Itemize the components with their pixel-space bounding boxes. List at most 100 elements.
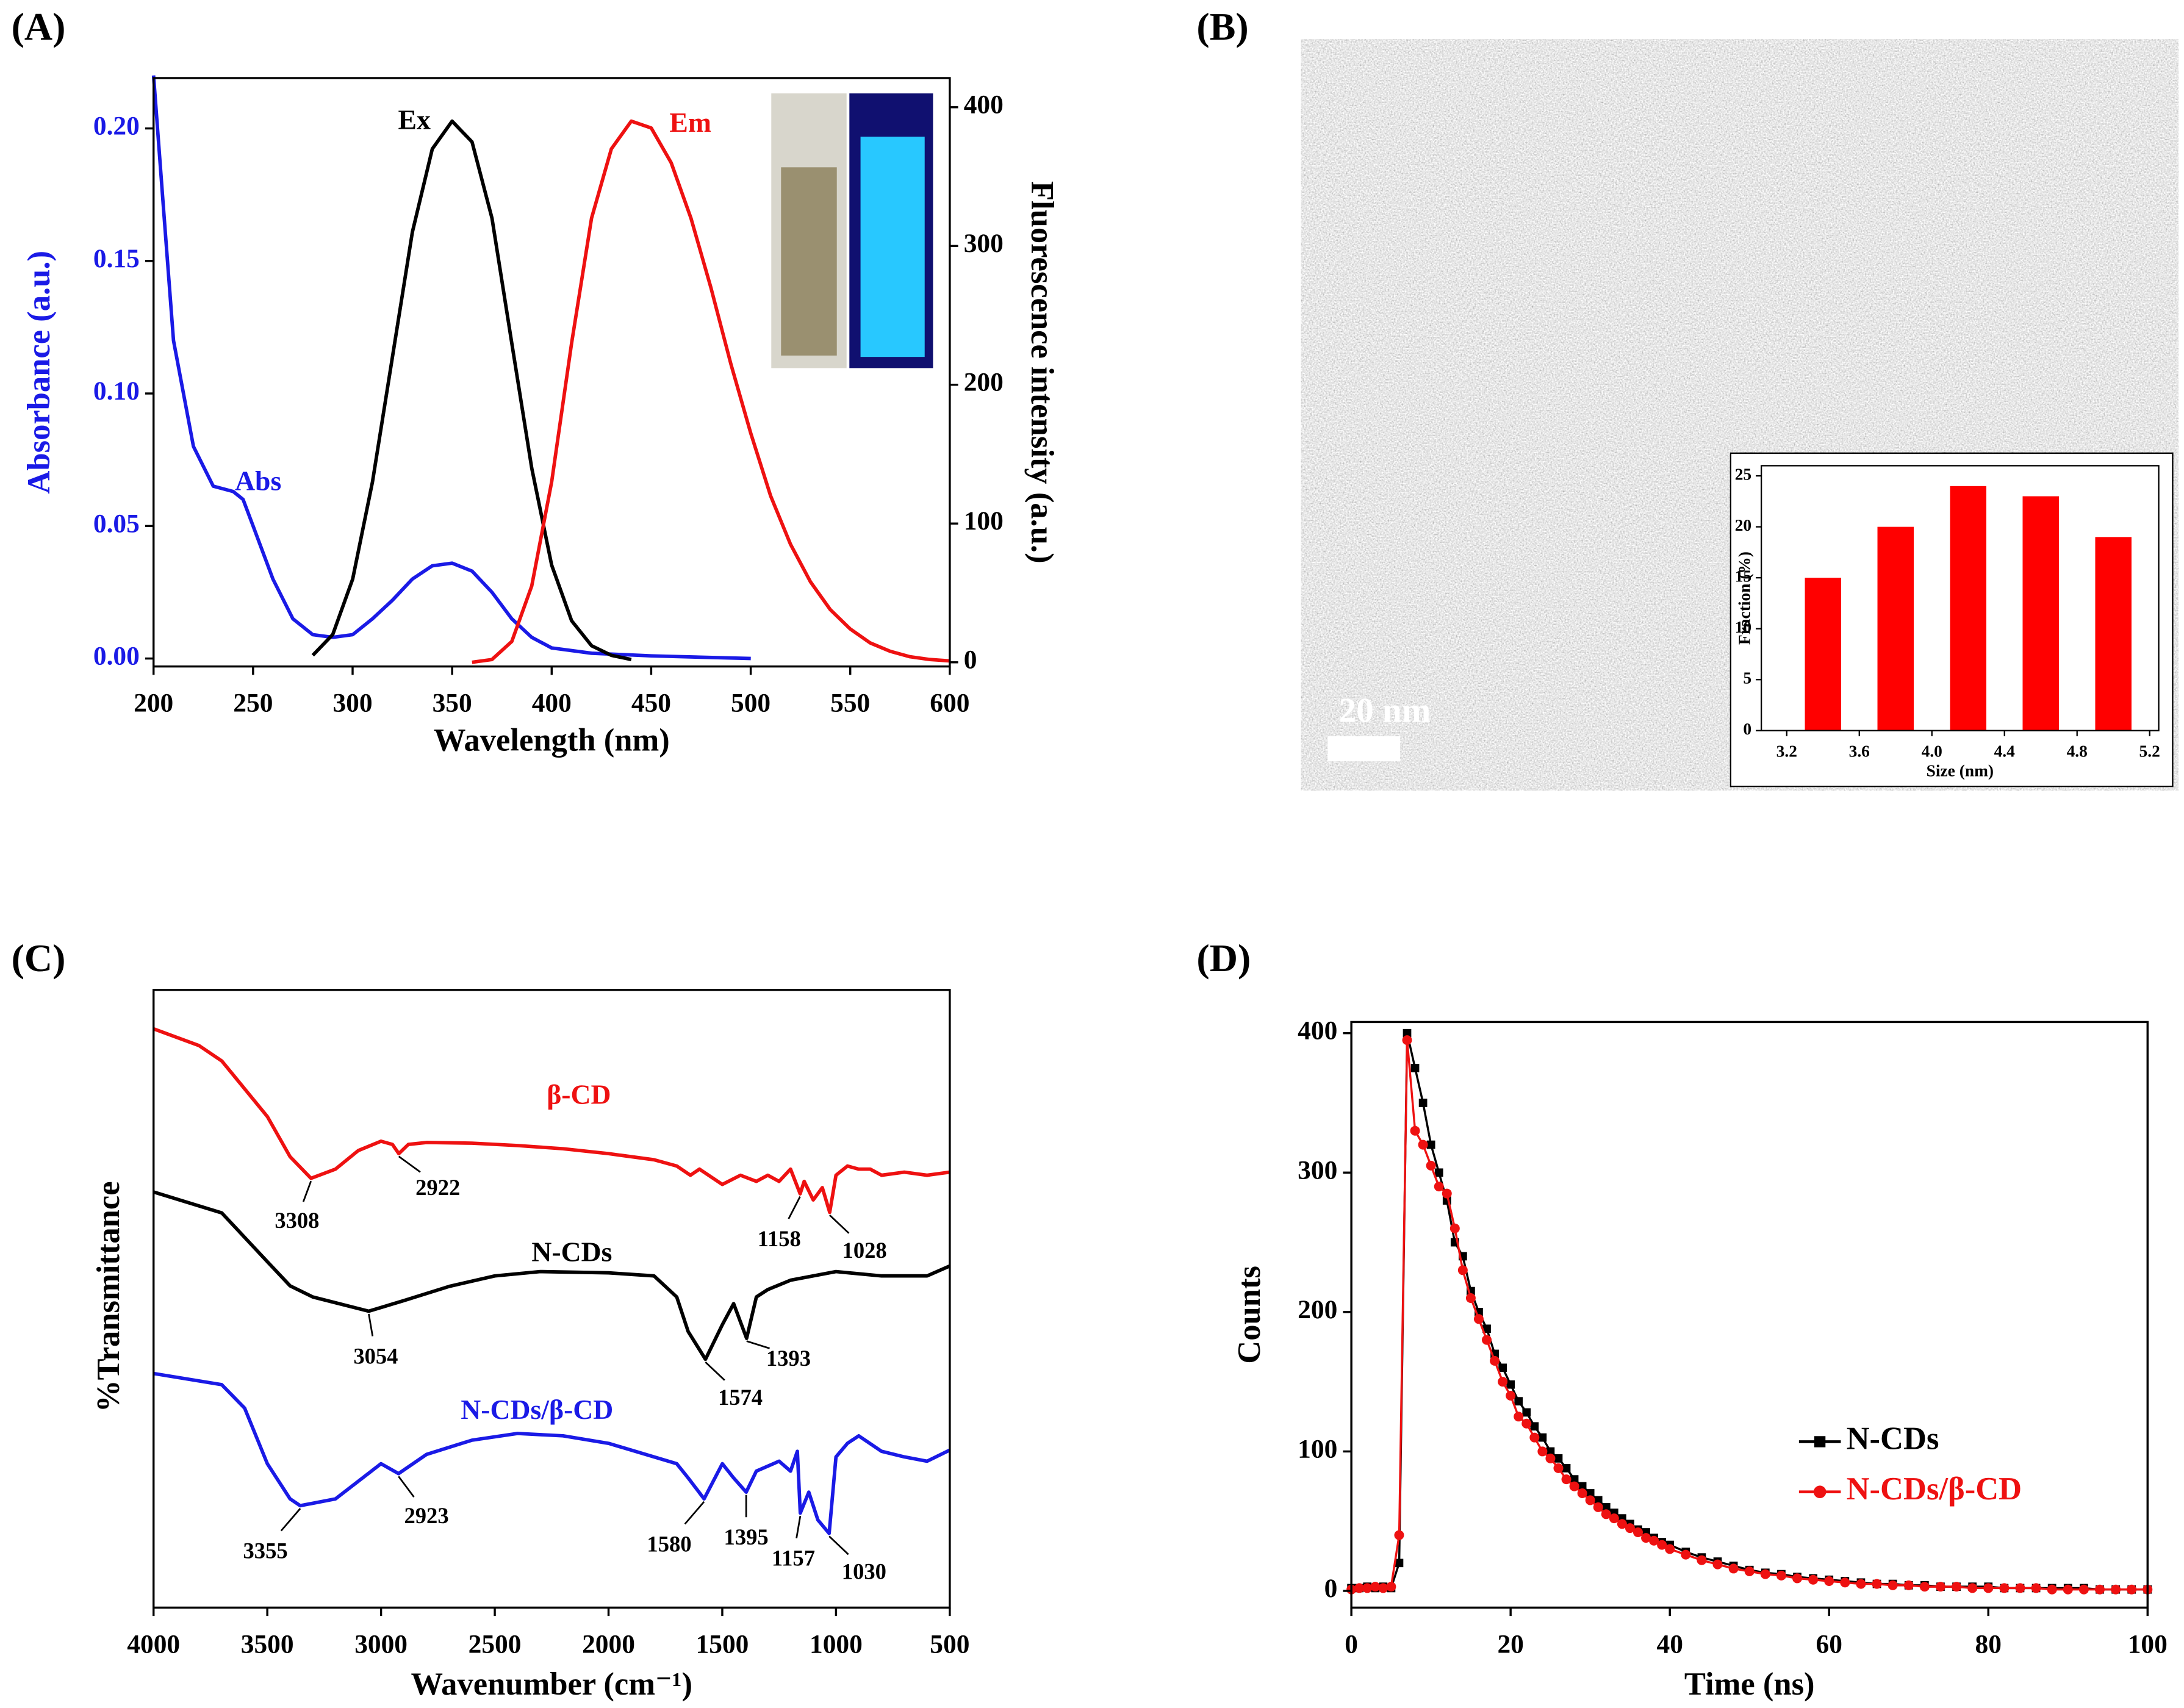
data-point xyxy=(1617,1519,1627,1529)
x-axis-label: Size (nm) xyxy=(1927,762,1994,780)
y-tick-label: 300 xyxy=(1298,1155,1337,1185)
data-point xyxy=(1665,1544,1675,1554)
data-point xyxy=(1418,1099,1428,1107)
data-point xyxy=(1553,1463,1564,1473)
data-point xyxy=(1386,1582,1396,1592)
data-point xyxy=(2015,1583,2025,1593)
data-point xyxy=(1808,1574,1819,1585)
data-point xyxy=(1514,1412,1524,1422)
series-label: Abs xyxy=(235,465,281,497)
plot-frame xyxy=(1761,465,2160,731)
x-axis-label: Time (ns) xyxy=(1684,1667,1815,1702)
y-tick-label: 0 xyxy=(1743,720,1751,738)
peak-leader xyxy=(684,1501,705,1525)
data-point xyxy=(1465,1293,1476,1303)
spectrum xyxy=(153,1371,951,1535)
y-tick-label: 5 xyxy=(1743,669,1751,687)
data-point xyxy=(1697,1555,1707,1565)
x-tick-label: 500 xyxy=(930,1629,969,1659)
data-point xyxy=(1585,1495,1595,1505)
series-label: Ex xyxy=(398,104,430,135)
x-tick-label: 2000 xyxy=(582,1629,635,1659)
data-point xyxy=(1824,1576,1834,1586)
x-tick-label: 550 xyxy=(830,689,870,718)
line-series xyxy=(151,75,751,661)
x-tick-label: 250 xyxy=(233,689,273,718)
x-tick-label: 4.8 xyxy=(2067,742,2088,761)
data-point xyxy=(2031,1583,2041,1593)
data-point xyxy=(1354,1583,1365,1593)
data-point xyxy=(1681,1549,1691,1560)
data-point xyxy=(1554,1454,1563,1463)
spectrum xyxy=(153,1027,950,1215)
data-point xyxy=(1442,1188,1452,1199)
y-tick-label: 100 xyxy=(964,506,1004,536)
data-point xyxy=(1498,1363,1507,1372)
y-tick-label: 400 xyxy=(1298,1016,1337,1046)
data-point xyxy=(1657,1540,1667,1550)
y-axis-label: Absorbance (a.u.) xyxy=(21,251,57,494)
data-point xyxy=(1545,1453,1556,1463)
y-tick-label: 10 xyxy=(1735,618,1751,636)
data-point xyxy=(1712,1559,1723,1570)
y-tick-label: 0.05 xyxy=(93,509,140,538)
plot-frame xyxy=(153,989,951,1609)
x-tick-label: 80 xyxy=(1975,1629,2002,1659)
panel-title: (D) xyxy=(1196,936,1251,980)
line-series xyxy=(311,119,632,661)
y-tick-label: 0 xyxy=(964,645,977,675)
y-tick-label: 300 xyxy=(964,229,1004,258)
decay-line xyxy=(1351,1039,2148,1591)
peak-label: 3355 xyxy=(243,1538,288,1563)
data-point xyxy=(1514,1397,1523,1405)
data-point xyxy=(1410,1064,1420,1072)
data-point xyxy=(1402,1035,1412,1046)
peak-label: 1393 xyxy=(766,1346,811,1371)
photo-glow xyxy=(860,137,925,357)
data-point xyxy=(1434,1182,1444,1192)
data-point xyxy=(1434,1168,1443,1177)
data-point xyxy=(1546,1447,1555,1456)
data-point xyxy=(1561,1474,1572,1485)
peak-leader xyxy=(829,1214,850,1234)
peak-leader xyxy=(705,1361,725,1381)
data-point xyxy=(1394,1530,1404,1540)
x-tick-label: 4000 xyxy=(127,1629,180,1659)
data-point xyxy=(1506,1380,1515,1389)
bar xyxy=(1877,526,1914,731)
data-point xyxy=(2063,1584,2073,1595)
data-point xyxy=(1586,1489,1595,1498)
x-tick-label: 0 xyxy=(1345,1629,1358,1659)
data-point xyxy=(1498,1377,1508,1387)
data-point xyxy=(1449,1223,1460,1233)
data-point xyxy=(1744,1566,1755,1576)
data-point xyxy=(1856,1579,1866,1589)
panel-title: (A) xyxy=(12,5,66,48)
x-tick-label: 600 xyxy=(930,689,969,718)
data-point xyxy=(1426,1140,1435,1149)
data-point xyxy=(1521,1418,1532,1429)
data-point xyxy=(1601,1503,1611,1512)
y-tick-label: 20 xyxy=(1735,516,1751,534)
x-axis-label: Wavelength (nm) xyxy=(434,722,670,758)
data-point xyxy=(1593,1502,1603,1512)
y-tick-label: 0.10 xyxy=(93,376,140,406)
x-tick-label: 4.4 xyxy=(1994,742,2016,761)
x-tick-label: 3500 xyxy=(241,1629,294,1659)
data-point xyxy=(2094,1584,2105,1595)
series-label: β-CD xyxy=(547,1078,611,1110)
data-point xyxy=(1490,1355,1500,1366)
data-point xyxy=(1760,1569,1770,1579)
y-tick-label: 0 xyxy=(1324,1574,1338,1603)
x-tick-label: 40 xyxy=(1656,1629,1683,1659)
data-point xyxy=(1530,1422,1539,1431)
x-tick-label: 400 xyxy=(532,689,572,718)
legend-marker xyxy=(1813,1485,1827,1498)
data-point xyxy=(1999,1583,2010,1593)
legend-label: N-CDs xyxy=(1847,1421,1939,1456)
y-tick-label: 0.20 xyxy=(93,112,140,141)
data-point xyxy=(1378,1583,1388,1593)
peak-label: 1157 xyxy=(772,1546,815,1571)
y-tick-label: 100 xyxy=(1298,1434,1337,1463)
